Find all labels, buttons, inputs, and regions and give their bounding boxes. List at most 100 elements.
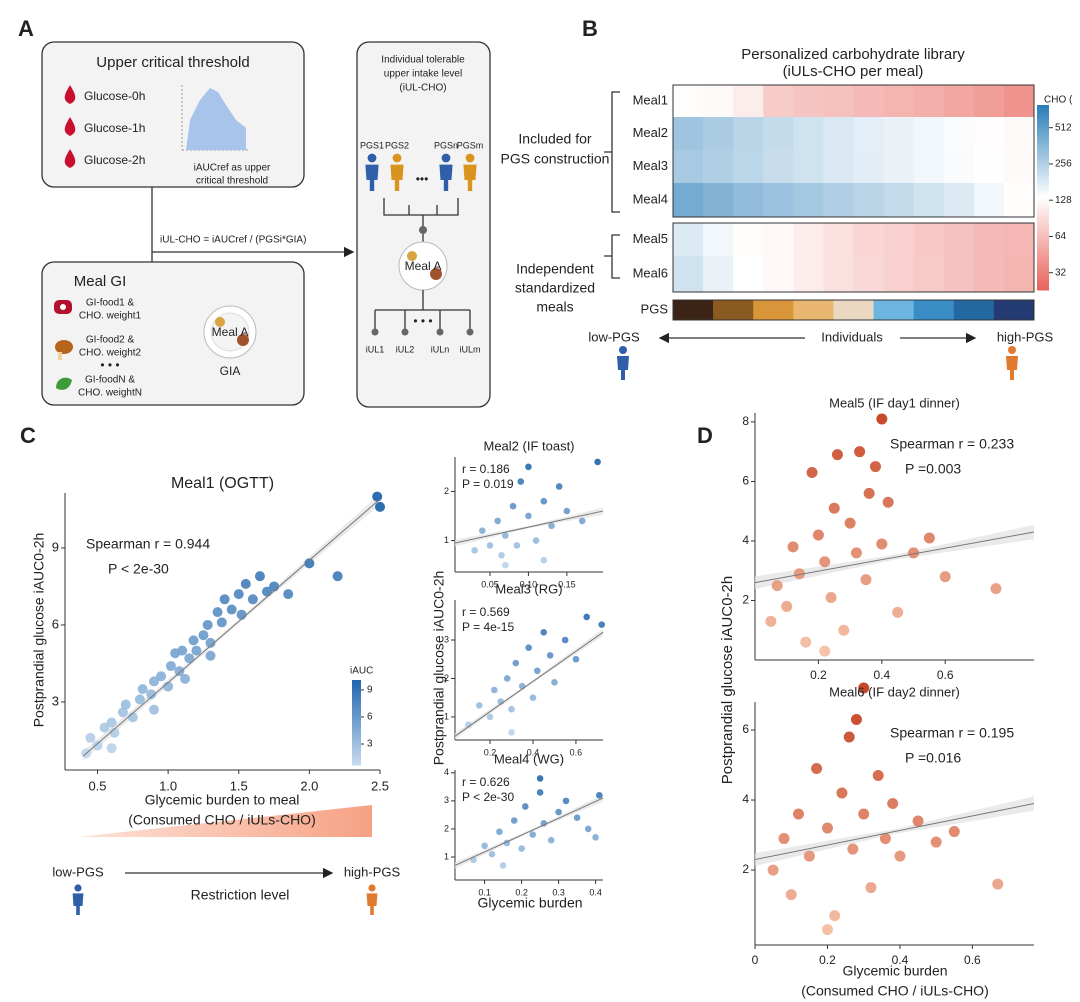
colorbar-step [1037,237,1049,242]
colorbar-step [1037,231,1049,235]
colorbar-tick-label: 64 [1055,231,1067,242]
scatter-point [573,814,581,822]
scatter-point [596,791,603,799]
scatter-point [540,556,548,564]
food-item: GI-foodN & [85,375,135,386]
heatmap-cell [793,223,824,256]
colorbar-step [352,742,361,746]
scatter-point [233,589,244,600]
colorbar-step [1037,108,1049,112]
heatmap-cell [733,85,764,117]
colorbar-step [1037,228,1049,232]
scatter-point [887,798,899,810]
scatter-point [486,542,494,549]
x-tick-label: 0.4 [589,887,602,897]
annotation: Spearman r = 0.233 [890,436,1014,452]
iul-label: iULm [459,344,480,354]
scatter-point [990,583,1002,595]
heatmap-cell [1003,183,1035,217]
y-tick-label: 4 [444,767,449,777]
scatter-point [137,684,148,695]
scatter-point [177,645,188,656]
glucose-item: Glucose-0h [84,89,145,103]
annotation: P < 2e-30 [108,561,169,577]
heatmap-cell [1003,256,1035,292]
scatter-point [525,512,532,520]
heatmap-cell [793,256,824,292]
heatmap-cell [943,183,975,217]
heatmap-cell [883,183,915,217]
heatmap-cell [943,85,975,117]
scatter-point [858,682,870,694]
fit-line [754,531,1035,584]
y-tick-label: 3 [444,634,449,644]
x-tick-label: 0.15 [558,579,576,589]
heatmap-cell [673,85,704,117]
scatter-point [254,571,265,582]
heatmap-cell [703,183,734,217]
colorbar-step [1037,172,1049,177]
scatter-point [205,637,216,648]
heatmap-cell [913,150,945,183]
colorbar-step [1037,234,1049,239]
row-label: Meal6 [633,265,668,280]
scatter-point [865,882,877,894]
threshold-note: iAUCref as upper [194,163,271,174]
annotation: P =0.003 [905,461,961,477]
x-axis-label: Glycemic burden to meal [145,792,300,808]
scatter-point [532,537,540,544]
x-tick-label: 0.4 [892,953,909,967]
scatter-point [869,461,881,473]
scatter-point [375,501,385,512]
colorbar-step [1037,271,1049,276]
scatter-point [948,826,960,838]
fit-line [454,510,604,544]
colorbar-step [1037,225,1049,229]
colorbar-step [1037,256,1049,260]
y-tick-label: 1 [444,851,449,861]
person-icon [390,164,404,191]
scatter-point [829,910,841,922]
scatter-point [283,589,294,600]
y-tick-label: 3 [52,693,59,708]
x-axis-label: (Consumed CHO / iULs-CHO) [801,983,988,999]
scatter-point [583,613,590,621]
colorbar-step [352,691,361,695]
heatmap-cell [853,150,885,183]
food-icons [54,300,73,390]
heatmap-cell [703,150,734,183]
heatmap-cell [943,117,975,150]
pgs-segment [953,300,995,320]
restriction-high: high-PGS [344,864,401,879]
y-tick-label: 2 [444,673,449,683]
fit-line [454,797,604,866]
scatter-point [509,502,517,510]
group-label: meals [536,299,573,315]
colorbar-tick-label: 6 [367,712,373,723]
scatter-point [510,817,518,824]
tree [374,290,471,330]
person-icon [72,893,84,915]
person-icon [1008,346,1016,354]
scatter-point [912,815,924,827]
scatter-point [821,924,833,936]
pgs-segment [753,300,794,320]
x-tick-label: 0.4 [873,668,890,682]
scatter-point [261,586,272,597]
heatmap-cell [763,150,794,183]
annotation: r = 0.186 [462,462,510,476]
scatter-point [219,594,230,605]
food-item: GI-food2 & [86,335,135,346]
plot-title: Meal6 (IF day2 dinner) [829,684,960,699]
colorbar-step [1037,286,1049,291]
box-title: Upper critical threshold [96,54,249,71]
y-tick-label: 6 [742,722,749,736]
heatmap-cell [823,223,854,256]
colorbar-step [1037,191,1049,195]
person-icon [368,884,376,892]
scatter-point [216,617,227,628]
group-label: standardized [515,280,595,296]
panel-letter: B [582,16,598,41]
glucose-item: Glucose-2h [84,153,145,167]
scatter-point [561,636,569,644]
